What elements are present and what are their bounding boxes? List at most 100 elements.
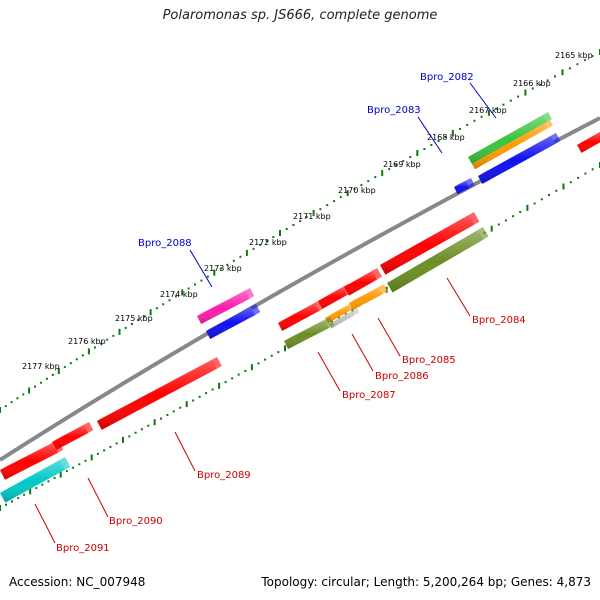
- gene-bar-red-a[interactable]: [278, 300, 325, 331]
- gene-label-Bpro_2086[interactable]: Bpro_2086: [375, 371, 429, 382]
- kbp-tick-label: 2171 kbp: [293, 212, 331, 221]
- scale-dot: [140, 428, 143, 431]
- scale-dot: [548, 194, 550, 196]
- scale-dot: [512, 215, 515, 218]
- scale-dot: [57, 368, 60, 374]
- scale-dot: [17, 497, 20, 500]
- map-title: Polaromonas sp. JS666, complete genome: [162, 8, 438, 23]
- scale-dot: [112, 334, 115, 337]
- scale-dot: [252, 247, 255, 250]
- scale-dot: [194, 283, 196, 286]
- scale-dot: [554, 75, 556, 78]
- scale-dot: [561, 69, 564, 76]
- gene-bar-Bpro_2084[interactable]: [387, 227, 489, 293]
- scale-dot: [533, 202, 536, 205]
- gene-label-Bpro_2088[interactable]: Bpro_2088: [138, 238, 192, 249]
- gene-label-Bpro_2083[interactable]: Bpro_2083: [367, 105, 421, 116]
- scale-dot: [143, 315, 146, 318]
- scale-dot: [45, 377, 48, 380]
- gene-bar-Bpro_2083[interactable]: [206, 304, 261, 339]
- scale-dot: [466, 123, 469, 126]
- scale-dot: [502, 103, 505, 106]
- gene-bar-red-small[interactable]: [318, 284, 353, 309]
- scale-dot: [153, 419, 156, 426]
- gene-bar-Bpro_2089[interactable]: [97, 357, 222, 430]
- scale-dot: [149, 309, 152, 316]
- scale-dot: [569, 181, 572, 184]
- scale-dot: [339, 196, 342, 199]
- kbp-tick-label: 2169 kbp: [383, 160, 421, 169]
- scale-dot: [0, 407, 1, 413]
- scale-dot: [51, 373, 54, 376]
- scale-dot: [284, 345, 286, 352]
- scale-dot: [584, 172, 587, 175]
- scale-dot: [353, 188, 356, 191]
- gene-leader-line: [351, 333, 374, 372]
- gene-bar-Bpro_2082-orange[interactable]: [472, 120, 553, 170]
- gene-bar-red-left[interactable]: [0, 440, 63, 480]
- scale-dot: [200, 279, 203, 282]
- gene-label-Bpro_2087[interactable]: Bpro_2087: [342, 390, 396, 401]
- kbp-tick-label: 2177 kbp: [22, 362, 60, 371]
- gene-label-Bpro_2082[interactable]: Bpro_2082: [420, 72, 474, 83]
- gene-bar-Bpro_2083-right[interactable]: [478, 133, 561, 184]
- scale-dot: [402, 160, 405, 163]
- scale-dot: [63, 366, 66, 369]
- scale-dot: [517, 95, 520, 98]
- scale-dot: [237, 373, 240, 376]
- scale-dot: [118, 328, 121, 335]
- kbp-tick-label: 2174 kbp: [160, 290, 198, 299]
- gene-bar-Bpro_2085[interactable]: [349, 284, 388, 311]
- gene-bar-red-mid[interactable]: [344, 268, 382, 296]
- scale-dot: [540, 198, 543, 201]
- scale-dot: [591, 168, 594, 171]
- scale-dot: [504, 219, 507, 222]
- scale-dot: [473, 119, 476, 122]
- scale-dot: [285, 228, 288, 230]
- gene-label-Bpro_2091[interactable]: Bpro_2091: [56, 543, 110, 554]
- gene-label-Bpro_2089[interactable]: Bpro_2089: [197, 470, 251, 481]
- scale-dot: [5, 503, 7, 506]
- gene-label-Bpro_2084[interactable]: Bpro_2084: [472, 315, 526, 326]
- gene-bar-Bpro_2087[interactable]: [284, 317, 335, 350]
- scale-dot: [495, 107, 498, 110]
- genome-summary-text: Topology: circular; Length: 5,200,264 bp…: [261, 575, 591, 589]
- gene-bar-Bpro_2082[interactable]: [468, 112, 552, 164]
- gene-bar-Bpro_2091[interactable]: [0, 457, 71, 503]
- gene-leader-line: [317, 351, 341, 392]
- scale-dot: [134, 431, 137, 434]
- gene-bar-orange-small[interactable]: [325, 302, 356, 324]
- scale-dot: [423, 148, 426, 150]
- scale-dot: [0, 505, 1, 511]
- scale-dot: [388, 168, 391, 171]
- scale-dot: [409, 156, 412, 159]
- kbp-tick-label: 2175 kbp: [115, 314, 153, 323]
- scale-dot: [35, 487, 38, 490]
- scale-dot: [181, 289, 184, 296]
- gene-bar-Bpro_2088[interactable]: [197, 288, 255, 324]
- gene-bar-small-blue[interactable]: [454, 178, 475, 195]
- gene-bar-red-long[interactable]: [380, 212, 480, 275]
- gene-label-Bpro_2090[interactable]: Bpro_2090: [109, 516, 163, 527]
- gene-bar-Bpro_2090[interactable]: [52, 422, 94, 450]
- gene-label-Bpro_2085[interactable]: Bpro_2085: [402, 355, 456, 366]
- scale-dot: [205, 392, 208, 395]
- scale-dot: [326, 204, 329, 207]
- gene-bar-Bpro_2086[interactable]: [329, 308, 360, 329]
- kbp-tick-label: 2166 kbp: [513, 79, 551, 88]
- scale-dot: [179, 406, 182, 409]
- scale-dot: [147, 424, 150, 427]
- gene-bar-edge-red[interactable]: [577, 129, 600, 153]
- scale-dot: [103, 449, 106, 452]
- scale-dot: [490, 225, 493, 232]
- gene-leader-line: [34, 503, 56, 544]
- scale-dot: [137, 319, 140, 321]
- scale-dot: [28, 387, 31, 394]
- scale-dot: [94, 346, 96, 349]
- scale-dot: [160, 417, 162, 420]
- kbp-tick-label: 2173 kbp: [204, 264, 242, 273]
- scale-dot: [10, 401, 13, 404]
- scale-dot: [172, 410, 175, 413]
- scale-dot: [53, 476, 56, 479]
